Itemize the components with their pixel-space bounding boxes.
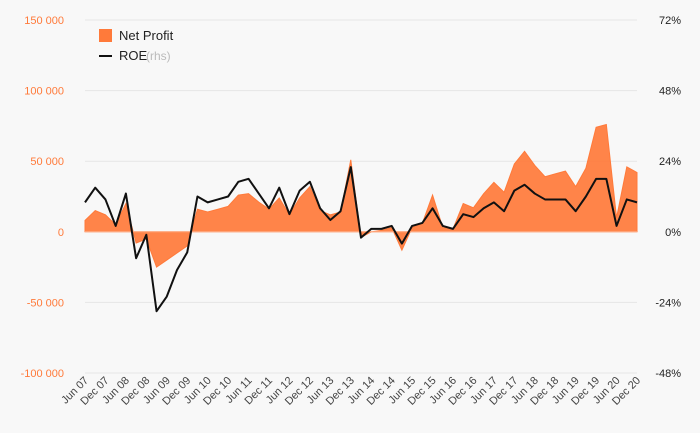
y-left-tick-label: 150 000 <box>24 15 64 27</box>
y-left-tick-label: 0 <box>58 227 64 239</box>
right-axis: -48% -24% 0% 24% 48% 72% <box>655 15 681 380</box>
legend: Net Profit ROE (rhs) <box>99 28 174 63</box>
y-left-tick-label: 100 000 <box>24 86 64 98</box>
net-profit-area <box>84 123 638 268</box>
y-right-tick-label: -48% <box>655 368 681 380</box>
legend-note-rhs: (rhs) <box>146 49 171 63</box>
y-right-tick-label: 0% <box>665 227 681 239</box>
left-axis: -100 000 -50 000 0 50 000 100 000 150 000 <box>21 15 64 380</box>
y-left-tick-label: 50 000 <box>30 156 64 168</box>
y-right-tick-label: 72% <box>659 15 681 27</box>
net-profit-area-layer <box>84 123 638 268</box>
y-left-tick-label: -50 000 <box>27 297 64 309</box>
legend-label-net-profit: Net Profit <box>119 28 174 43</box>
legend-label-roe: ROE <box>119 48 148 63</box>
roe-line <box>84 166 638 313</box>
roe-line-layer <box>84 166 638 313</box>
y-right-tick-label: 24% <box>659 156 681 168</box>
y-left-tick-label: -100 000 <box>21 368 64 380</box>
y-right-tick-label: 48% <box>659 86 681 98</box>
y-right-tick-label: -24% <box>655 297 681 309</box>
legend-swatch-net-profit <box>99 29 112 42</box>
